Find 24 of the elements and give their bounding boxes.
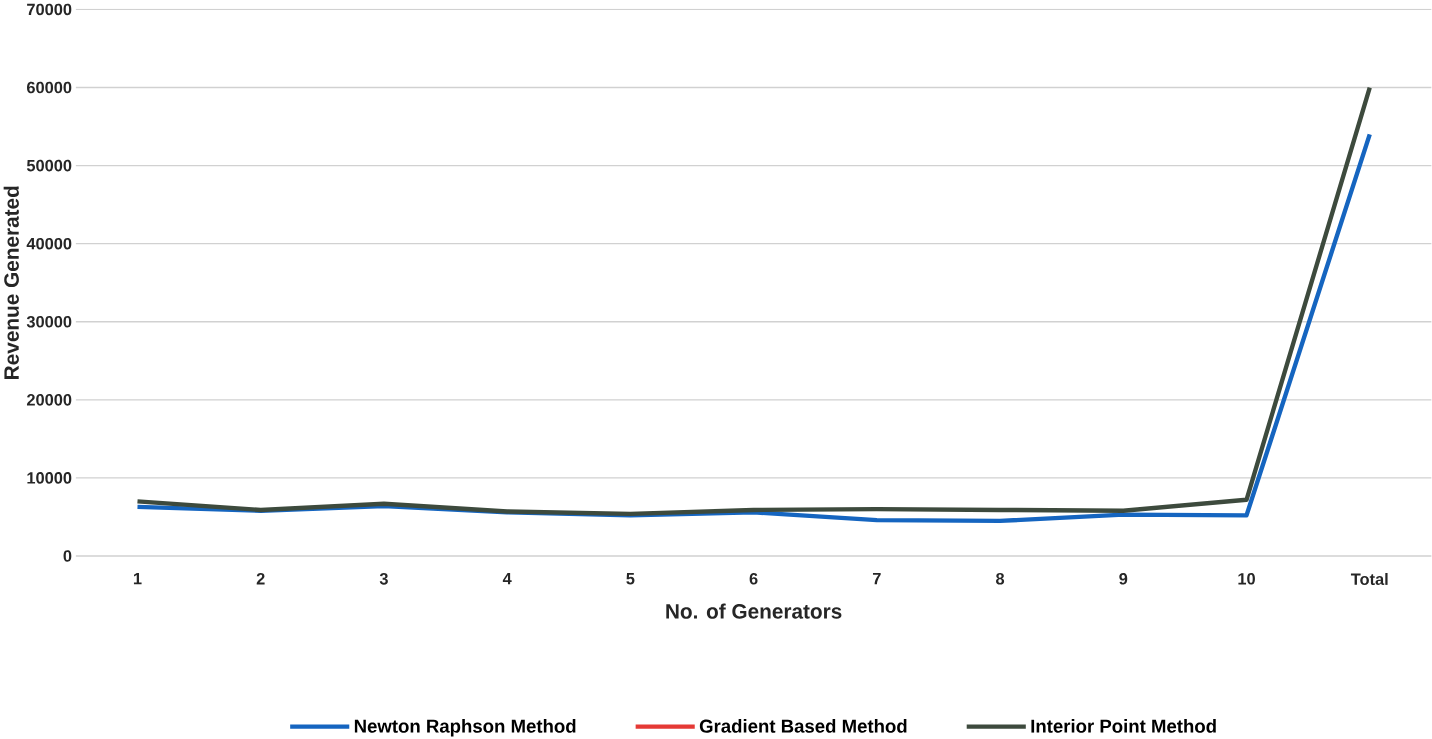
- y-tick-label: 20000: [26, 394, 72, 406]
- y-tick-label: 50000: [26, 160, 72, 172]
- x-tick-label: 7: [872, 573, 881, 585]
- y-tick-label: 0: [63, 550, 72, 563]
- x-tick-label: 6: [749, 573, 758, 585]
- x-axis-title: No. of Generators: [666, 603, 842, 619]
- y-tick-label: 40000: [26, 238, 72, 250]
- x-tick-label: 5: [626, 573, 635, 585]
- x-tick-label: 9: [1119, 573, 1128, 585]
- x-tick-label: 10: [1238, 573, 1255, 585]
- legend-label: Gradient Based Method: [699, 719, 907, 733]
- x-tick-label: 4: [502, 573, 512, 585]
- x-tick-label: Total: [1350, 573, 1388, 586]
- legend-label: Interior Point Method: [1031, 719, 1216, 733]
- y-tick-label: 60000: [27, 81, 72, 94]
- legend-label: Newton Raphson Method: [354, 719, 576, 737]
- x-tick-label: 1: [133, 573, 142, 585]
- x-tick-label: 3: [379, 573, 388, 585]
- y-tick-label: 30000: [26, 316, 72, 328]
- y-tick-label: 10000: [27, 472, 72, 484]
- y-tick-label: 70000: [27, 3, 72, 16]
- x-tick-label: 8: [996, 573, 1005, 585]
- y-axis-title: Revenue Generated: [3, 186, 19, 380]
- x-tick-label: 2: [256, 573, 265, 585]
